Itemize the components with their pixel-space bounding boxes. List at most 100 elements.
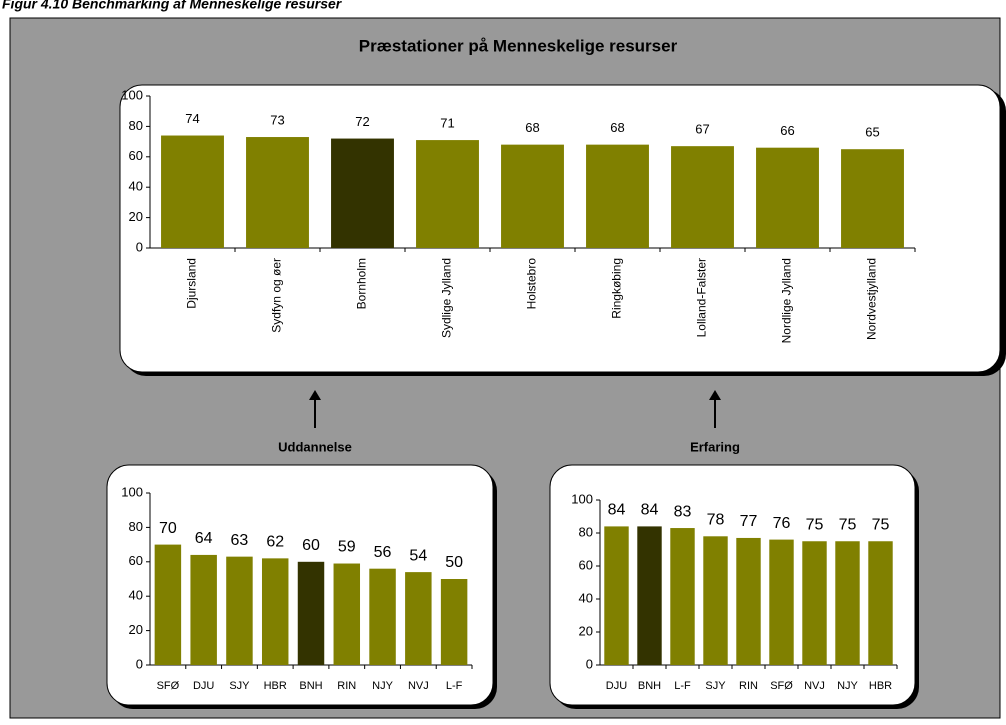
value-label: 68 [610, 120, 624, 135]
bar [802, 541, 827, 665]
value-label: 70 [159, 520, 177, 537]
panel-label: Erfaring [690, 439, 740, 454]
y-tick-label: 60 [129, 148, 143, 163]
x-tick-label: NVJ [408, 680, 429, 692]
value-label: 63 [231, 532, 249, 549]
y-tick-label: 20 [129, 622, 143, 637]
x-tick-label: HBR [869, 680, 892, 692]
y-tick-label: 40 [129, 588, 143, 603]
bar [261, 558, 289, 665]
chart-title: Præstationer på Menneskelige resurser [359, 36, 678, 55]
value-label: 56 [374, 544, 392, 561]
bar [736, 537, 761, 665]
value-label: 60 [302, 537, 320, 554]
value-label: 75 [839, 516, 857, 533]
value-label: 68 [525, 120, 539, 135]
bar [604, 526, 629, 665]
bar [586, 144, 649, 248]
bar [190, 554, 217, 665]
y-tick-label: 20 [579, 623, 593, 638]
x-tick-label: DJU [193, 680, 214, 692]
value-label: 50 [445, 554, 463, 571]
x-tick-label: L-F [674, 680, 691, 692]
x-tick-label: Djursland [185, 258, 199, 309]
bar [333, 563, 361, 665]
x-tick-label: SFØ [157, 680, 180, 692]
y-tick-label: 100 [121, 87, 143, 102]
bar [416, 140, 479, 248]
bar [703, 536, 728, 665]
x-tick-label: NJY [837, 680, 858, 692]
value-label: 64 [195, 530, 213, 547]
x-tick-label: NJY [372, 680, 393, 692]
value-label: 75 [806, 516, 824, 533]
bar [331, 138, 394, 248]
x-tick-label: Nordlige Jylland [780, 258, 794, 343]
bar [841, 149, 904, 248]
bar [637, 526, 662, 665]
x-tick-label: DJU [606, 680, 627, 692]
bar [161, 135, 224, 248]
y-tick-label: 60 [129, 553, 143, 568]
x-tick-label: SFØ [770, 680, 793, 692]
y-tick-label: 0 [586, 656, 593, 671]
x-tick-label: RIN [337, 680, 356, 692]
x-tick-label: SJY [229, 680, 250, 692]
x-tick-label: Lolland-Falster [695, 258, 709, 337]
value-label: 76 [773, 515, 791, 532]
bar [868, 541, 893, 665]
bar [369, 568, 396, 665]
x-tick-label: Nordvestjylland [865, 258, 879, 340]
value-label: 78 [707, 512, 725, 529]
x-tick-label: Sydfyn og øer [270, 258, 284, 333]
arrow-head [709, 390, 721, 400]
arrow-head [309, 390, 321, 400]
value-label: 74 [185, 111, 199, 126]
bar [405, 572, 432, 665]
x-tick-label: Bornholm [355, 258, 369, 309]
bar [769, 539, 794, 665]
x-tick-label: HBR [264, 680, 287, 692]
value-label: 67 [695, 122, 709, 137]
y-tick-label: 60 [579, 557, 593, 572]
y-tick-label: 100 [121, 484, 143, 499]
bar [835, 541, 860, 665]
value-label: 62 [266, 534, 284, 551]
y-tick-label: 0 [136, 239, 143, 254]
bar [670, 528, 695, 665]
x-tick-label: SJY [705, 680, 726, 692]
y-tick-label: 0 [136, 656, 143, 671]
bar [226, 556, 253, 665]
value-label: 71 [440, 116, 454, 131]
y-tick-label: 80 [129, 118, 143, 133]
y-tick-label: 40 [579, 590, 593, 605]
bar [501, 144, 564, 248]
value-label: 66 [780, 123, 794, 138]
value-label: 77 [740, 513, 758, 530]
y-tick-label: 80 [129, 519, 143, 534]
y-tick-label: 80 [579, 524, 593, 539]
y-tick-label: 20 [129, 209, 143, 224]
value-label: 83 [674, 503, 692, 520]
value-label: 84 [608, 502, 626, 519]
x-tick-label: Sydlige Jylland [440, 258, 454, 338]
bar [756, 147, 819, 248]
x-tick-label: L-F [446, 680, 463, 692]
panel-label: Uddannelse [278, 439, 352, 454]
value-label: 65 [865, 125, 879, 140]
value-label: 59 [338, 539, 356, 556]
x-tick-label: Holstebro [525, 258, 539, 310]
y-tick-label: 100 [571, 491, 593, 506]
arrows [314, 398, 716, 428]
bar [671, 146, 734, 248]
value-label: 84 [641, 502, 659, 519]
value-label: 54 [409, 547, 427, 564]
x-tick-label: Ringkøbing [610, 258, 624, 319]
value-label: 73 [270, 112, 284, 127]
x-tick-label: BNH [638, 680, 661, 692]
x-tick-label: RIN [739, 680, 758, 692]
bar [297, 561, 325, 665]
x-tick-label: BNH [299, 680, 322, 692]
bar [440, 579, 468, 665]
